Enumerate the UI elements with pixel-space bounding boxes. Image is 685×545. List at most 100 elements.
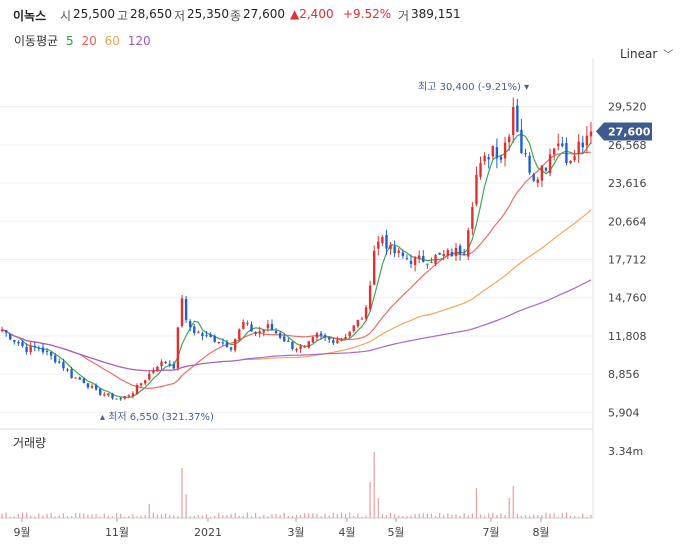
grid-lines <box>0 58 594 519</box>
volume-bar <box>504 514 506 518</box>
x-tick-label: 11월 <box>105 526 129 539</box>
candle-body <box>74 377 77 379</box>
ma-legend-title: 이동평균 <box>14 34 59 48</box>
candle-body <box>422 256 425 262</box>
candle-body <box>401 252 405 257</box>
candle-body <box>62 362 65 369</box>
candle-body <box>98 388 102 395</box>
volume-bar <box>582 513 584 518</box>
volume-bar <box>263 514 265 518</box>
candle-body <box>536 179 539 183</box>
price-tick-label: 14,760 <box>608 292 647 305</box>
candle-body <box>229 347 233 350</box>
candle-body <box>246 322 249 324</box>
candle-body <box>360 318 364 320</box>
candle-body <box>287 340 290 342</box>
volume-bar <box>430 513 433 518</box>
candle-body <box>172 364 176 369</box>
volume-bar <box>516 514 518 518</box>
volume-bar <box>520 515 523 518</box>
x-tick-label: 8월 <box>532 526 549 539</box>
volume-bar <box>471 513 473 518</box>
volume-bar <box>299 514 302 518</box>
candle-body <box>352 325 355 331</box>
volume-bar <box>394 514 396 518</box>
volume-bar <box>549 513 551 518</box>
candle-body <box>242 321 245 329</box>
volume-bar <box>214 515 216 518</box>
current-price-label: 27,600 <box>608 125 651 138</box>
candle-body <box>442 253 445 257</box>
x-tick-label: 9월 <box>13 526 30 539</box>
candle-body <box>221 342 225 344</box>
candle-body <box>589 131 593 137</box>
volume-bar <box>144 514 146 518</box>
volume-bar <box>267 516 269 518</box>
candle-body <box>176 327 180 369</box>
candle-body <box>516 105 519 132</box>
quote-header: 이녹스 시 25,500 고 28,650 저 25,350 종 27,600 … <box>0 0 685 30</box>
volume-bar <box>50 512 52 518</box>
candle-body <box>503 142 507 159</box>
volume-bar <box>226 515 228 518</box>
volume-bar <box>434 516 437 518</box>
candle-body <box>54 355 57 363</box>
volume-bar <box>537 514 539 518</box>
volume-bar <box>62 513 64 518</box>
volume-bar <box>99 516 101 518</box>
candle-body <box>438 252 441 255</box>
candle-body <box>336 340 339 344</box>
volume-bar <box>66 516 69 518</box>
price-tick-label: 26,568 <box>608 139 647 152</box>
candle-body <box>115 398 118 400</box>
candle-body <box>21 342 24 346</box>
volume-bar <box>500 513 502 518</box>
candle-body <box>540 165 544 181</box>
volume-bar <box>508 498 510 518</box>
scale-dropdown[interactable]: Linear ﹀ <box>620 46 673 61</box>
volume-bar <box>160 514 163 518</box>
volume-bar <box>349 512 351 518</box>
candle-body <box>487 157 490 160</box>
candle-body <box>29 345 32 352</box>
volume-bar <box>275 513 277 518</box>
volume-bar <box>103 513 105 518</box>
stock-name: 이녹스 <box>13 9 47 23</box>
volume-bar <box>569 516 572 518</box>
candle-body <box>37 347 41 349</box>
volume-bar <box>353 515 355 518</box>
close-value: 27,600 <box>243 7 285 21</box>
volume-bar <box>385 515 388 518</box>
volume-bar <box>443 514 445 518</box>
volume-bar <box>365 515 367 518</box>
volume-bar <box>398 515 400 518</box>
candle-body <box>507 136 511 143</box>
volume-bar <box>422 513 424 518</box>
volume-bar <box>590 514 592 518</box>
candles <box>0 97 593 401</box>
volume-bar <box>95 513 97 518</box>
candle-body <box>250 324 253 332</box>
candle-body <box>426 263 429 265</box>
close-label: 종 <box>230 9 242 23</box>
open-label: 시 <box>60 9 72 23</box>
volume-bar <box>484 516 486 518</box>
volume-bar <box>332 512 334 518</box>
candle-body <box>217 341 220 343</box>
candle-body <box>303 346 306 348</box>
volume-bar <box>586 516 588 518</box>
candle-body <box>552 148 556 155</box>
candle-body <box>131 393 135 397</box>
volume-bar <box>455 514 457 518</box>
candle-body <box>307 341 310 348</box>
volume-bar <box>34 516 36 518</box>
candle-body <box>332 340 335 344</box>
volume-bar <box>205 514 208 518</box>
volume-bar <box>54 516 56 518</box>
candle-body <box>94 385 98 390</box>
volume-bar <box>369 482 371 518</box>
ma-120-label: 120 <box>127 34 151 48</box>
volume-bar <box>451 514 453 518</box>
candle-body <box>344 336 347 339</box>
